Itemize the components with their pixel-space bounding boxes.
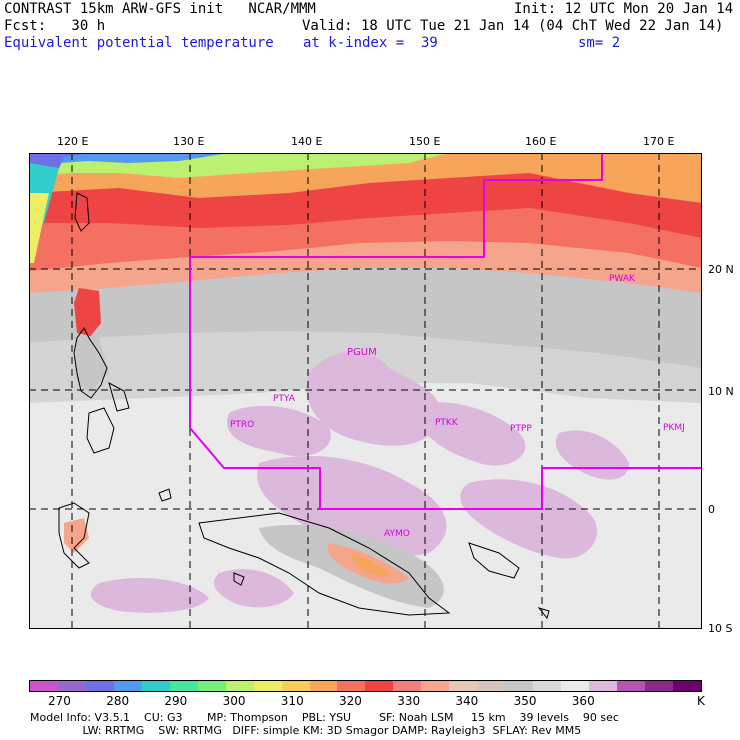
legend-swatch [281,681,310,691]
coastline-taiwan [74,192,90,232]
legend-swatch [505,681,534,691]
legend-swatch [253,681,282,691]
legend-label: 290 [164,694,188,708]
legend-swatch [113,681,142,691]
legend-swatch [85,681,114,691]
legend-swatch [644,681,673,691]
legend-swatch [533,681,562,691]
band-355 [306,351,441,446]
legend-swatch [57,681,86,691]
level-info: at k-index = 39 [303,35,438,51]
lat-label: 10 N [708,385,734,398]
model-info-line1: Model Info: V3.5.1 CU: G3 MP: Thompson P… [30,711,619,724]
legend-label: 320 [339,694,362,708]
lat-label: 10 S [708,622,733,635]
coastline-island [233,572,245,586]
coastline-new-guinea [198,512,451,616]
band-355 [418,402,526,466]
legend-swatch [672,681,701,691]
station-label: AYMO [384,529,410,539]
band-310 [29,193,49,263]
station-label: PKMJ [663,423,685,433]
header-valid-time: Valid: 18 UTC Tue 21 Jan 14 (04 ChT Wed … [302,18,724,34]
legend-swatch [225,681,254,691]
lat-label: 0 [708,503,715,516]
band-285 [29,153,229,165]
legend-swatch [30,681,58,691]
station-label: PTRO [230,420,254,430]
legend-label: 360 [571,694,595,708]
legend-label: 270 [48,694,71,708]
legend-swatch [449,681,478,691]
smoothing-info: sm= 2 [578,35,621,51]
lon-label: 160 E [525,135,557,148]
legend-label: 340 [455,694,479,708]
legend-swatch [477,681,506,691]
band-355 [227,405,331,457]
band-355 [460,479,598,559]
legend-label: 310 [280,694,304,708]
coastline-new-britain [468,542,520,579]
model-info-line2: LW: RRTMG SW: RRTMG DIFF: simple KM: 3D … [30,724,582,737]
legend-label: K [697,694,705,708]
legend-swatch [617,681,645,691]
header-title: CONTRAST 15km ARW-GFS init NCAR/MMM [4,1,316,17]
color-legend [29,680,702,692]
band-320 [349,553,391,576]
legend-swatch [141,681,170,691]
legend-swatch [197,681,226,691]
lon-label: 140 E [291,135,323,148]
station-label: PTYA [273,394,296,404]
coastline-sulawesi [58,502,90,569]
legend-label: 330 [397,694,421,708]
lon-label: 130 E [173,135,205,148]
legend-label: 350 [513,694,537,708]
band-355 [90,578,209,613]
legend-swatch [393,681,422,691]
map-frame [29,153,702,629]
theta-e-map: PWAK PGUM PTYA PTRO PTKK PTPP PKMJ AYMO [29,153,702,629]
legend-swatch [309,681,338,691]
coastline-solomon [537,607,550,620]
lon-label: 170 E [643,135,675,148]
legend-label: 300 [222,694,246,708]
band-325 [74,288,101,338]
station-label: PWAK [609,274,636,284]
lon-label: 120 E [57,135,89,148]
station-label: PTKK [435,418,459,428]
band-350 [74,333,109,393]
header-init-time: Init: 12 UTC Mon 20 Jan 14 [514,1,734,17]
header-forecast-hour: Fcst: 30 h [4,18,106,34]
region-boundary [189,153,702,510]
coastline-luzon [73,327,108,399]
legend-swatch [421,681,450,691]
coastline-halmahera [158,488,172,502]
legend-label: 280 [106,694,130,708]
lat-label: 20 N [708,263,734,276]
station-label: PTPP [510,424,532,434]
coastline-mindanao [86,407,115,454]
band-355 [257,455,447,557]
legend-swatch [337,681,366,691]
legend-swatch [169,681,198,691]
lon-label: 150 E [409,135,441,148]
station-label: PGUM [347,347,377,358]
field-name: Equivalent potential temperature [4,35,274,51]
legend-swatch [561,681,590,691]
band-340 [64,518,89,553]
legend-swatch [365,681,394,691]
coastline-visayas [108,382,130,412]
legend-swatch [589,681,618,691]
